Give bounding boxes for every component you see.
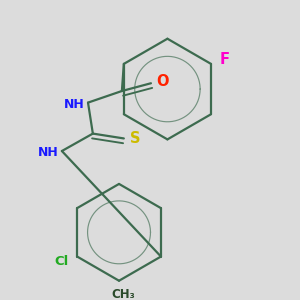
Text: O: O	[156, 74, 169, 89]
Text: F: F	[220, 52, 230, 67]
Text: S: S	[130, 131, 141, 146]
Text: NH: NH	[38, 146, 59, 160]
Text: CH₃: CH₃	[111, 288, 135, 300]
Text: NH: NH	[64, 98, 85, 111]
Text: Cl: Cl	[55, 255, 69, 268]
